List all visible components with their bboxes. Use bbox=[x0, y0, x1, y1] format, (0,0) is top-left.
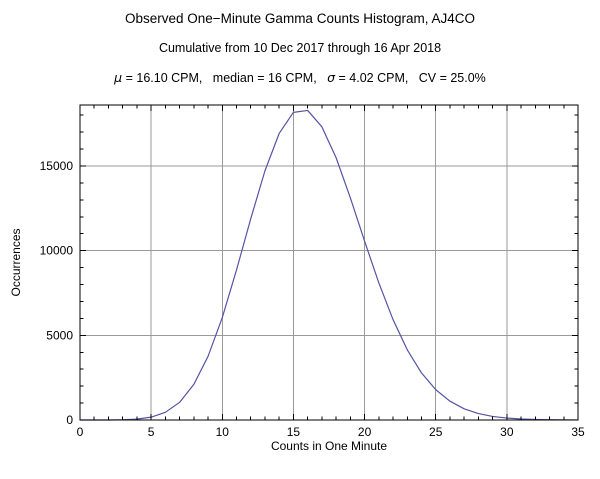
chart-title: Observed One−Minute Gamma Counts Histogr… bbox=[124, 11, 476, 26]
x-tick-label: 20 bbox=[358, 425, 372, 439]
mu-symbol: μ bbox=[114, 70, 123, 85]
x-tick-label: 15 bbox=[287, 425, 301, 439]
plot-frame bbox=[79, 104, 579, 421]
chart-stats-line: μ = 16.10 CPM, median = 16 CPM, σ = 4.02… bbox=[0, 70, 600, 85]
y-tick-label: 5000 bbox=[46, 328, 73, 342]
x-tick-label: 30 bbox=[500, 425, 514, 439]
histogram-curve bbox=[80, 109, 579, 421]
x-axis-label: Counts in One Minute bbox=[271, 439, 387, 453]
x-tick-label: 35 bbox=[571, 425, 585, 439]
y-tick-label: 15000 bbox=[40, 159, 74, 173]
x-tick-label: 5 bbox=[148, 425, 155, 439]
mu-stats-text: = 16.10 CPM, median = 16 CPM, bbox=[122, 71, 328, 85]
chart-subtitle: Cumulative from 10 Dec 2017 through 16 A… bbox=[158, 41, 442, 55]
x-tick-label: 25 bbox=[429, 425, 443, 439]
y-tick-label: 0 bbox=[66, 413, 73, 427]
x-tick-label: 10 bbox=[216, 425, 230, 439]
sigma-stats-text: = 4.02 CPM, CV = 25.0% bbox=[335, 71, 486, 85]
y-tick-label: 10000 bbox=[40, 244, 74, 258]
y-axis-label: Occurrences bbox=[9, 228, 23, 296]
x-tick-label: 0 bbox=[77, 425, 84, 439]
sigma-symbol: σ bbox=[327, 70, 336, 85]
